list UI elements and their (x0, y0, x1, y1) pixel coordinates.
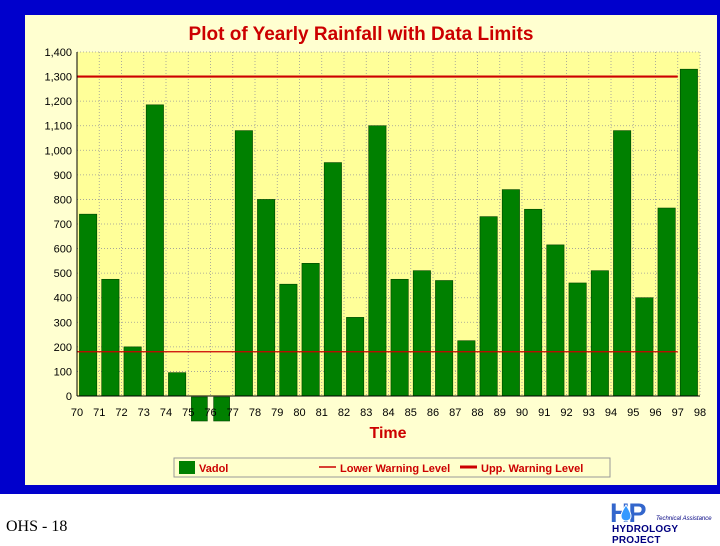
bar-71 (101, 278, 120, 397)
x-tick-label: 95 (627, 407, 639, 419)
x-tick-label: 78 (249, 407, 261, 419)
axis-layer: 0 100 200 300 400 500 600 700 800 900 1,000 1,100 1,… (44, 47, 706, 419)
x-tick-label: 91 (538, 407, 550, 419)
bar-78 (257, 199, 276, 397)
footer (0, 494, 720, 540)
y-tick-label: 1,000 (44, 145, 72, 157)
x-tick-label: 86 (427, 407, 439, 419)
bar-88 (479, 216, 498, 397)
y-tick-label: 800 (54, 194, 72, 206)
bar-74 (168, 372, 187, 397)
bar-86 (435, 280, 454, 397)
x-tick-label: 90 (516, 407, 528, 419)
x-tick-label: 98 (694, 407, 706, 419)
y-tick-label: 1,400 (44, 47, 72, 59)
bar-72 (123, 346, 142, 397)
x-tick-label: 93 (583, 407, 595, 419)
bar-85 (412, 270, 431, 397)
bar-80 (301, 263, 320, 397)
x-tick-label: 84 (382, 407, 394, 419)
bar-94 (613, 130, 632, 397)
x-axis-label: Time (369, 425, 406, 442)
y-tick-label: 0 (66, 391, 72, 403)
x-tick-label: 81 (316, 407, 328, 419)
y-tick-label: 300 (54, 317, 72, 329)
hydrology-project-logo: HP (610, 498, 647, 528)
bar-93 (590, 270, 609, 397)
y-tick-label: 100 (54, 366, 72, 378)
bar-84 (390, 278, 409, 397)
bar-77 (234, 130, 253, 397)
x-tick-label: 73 (138, 407, 150, 419)
chart-legend: Vadol Lower Warning Level Upp. Warning L… (173, 457, 611, 478)
bar-81 (323, 162, 342, 397)
y-tick-label: 1,100 (44, 121, 72, 133)
y-tick-label: 500 (54, 268, 72, 280)
bar-89 (501, 189, 520, 397)
bar-92 (568, 282, 587, 397)
x-tick-label: 88 (471, 407, 483, 419)
legend-label-upper: Upp. Warning Level (481, 463, 583, 475)
y-tick-label: 1,300 (44, 72, 72, 84)
x-tick-label: 77 (227, 407, 239, 419)
y-tick-label: 700 (54, 219, 72, 231)
y-tick-label: 600 (54, 244, 72, 256)
x-tick-label: 72 (115, 407, 127, 419)
missing-marker-76 (213, 396, 230, 422)
x-tick-label: 87 (449, 407, 461, 419)
rainfall-chart: Plot of Yearly Rainfall with Data Limits… (44, 24, 706, 478)
bar-95 (635, 297, 654, 397)
legend-label-vadol: Vadol (199, 463, 228, 475)
limits-layer (77, 75, 678, 353)
bar-83 (368, 125, 387, 397)
legend-swatch-vadol (179, 461, 195, 474)
y-tick-label: 900 (54, 170, 72, 182)
x-tick-label: 83 (360, 407, 372, 419)
x-tick-label: 97 (672, 407, 684, 419)
x-tick-label: 79 (271, 407, 283, 419)
x-tick-label: 70 (71, 407, 83, 419)
bar-87 (457, 340, 476, 397)
bar-70 (79, 213, 98, 397)
x-tick-label: 80 (293, 407, 305, 419)
bar-97 (679, 68, 698, 397)
slide-code: OHS - 18 (6, 518, 68, 535)
y-tick-label: 400 (54, 293, 72, 305)
bar-90 (524, 208, 543, 397)
x-tick-label: 85 (405, 407, 417, 419)
bar-79 (279, 283, 298, 397)
x-tick-label: 96 (649, 407, 661, 419)
x-tick-label: 82 (338, 407, 350, 419)
x-tick-label: 74 (160, 407, 172, 419)
x-tick-label: 76 (204, 407, 216, 419)
x-tick-label: 75 (182, 407, 194, 419)
logo-subtitle: Technical Assistance (656, 516, 712, 522)
bar-82 (346, 317, 365, 397)
legend-label-lower: Lower Warning Level (340, 463, 450, 475)
logo-text: HYDROLOGY PROJECT (612, 524, 679, 546)
bars-layer (79, 68, 698, 422)
x-tick-label: 92 (560, 407, 572, 419)
x-tick-label: 89 (494, 407, 506, 419)
x-tick-label: 94 (605, 407, 617, 419)
bar-96 (657, 207, 676, 397)
water-drop-icon (620, 504, 632, 522)
chart-title: Plot of Yearly Rainfall with Data Limits (189, 24, 534, 45)
bar-91 (546, 244, 565, 397)
legend-box (173, 457, 611, 478)
missing-marker-75 (191, 396, 208, 422)
y-tick-label: 200 (54, 342, 72, 354)
x-tick-label: 71 (93, 407, 105, 419)
y-tick-label: 1,200 (44, 96, 72, 108)
